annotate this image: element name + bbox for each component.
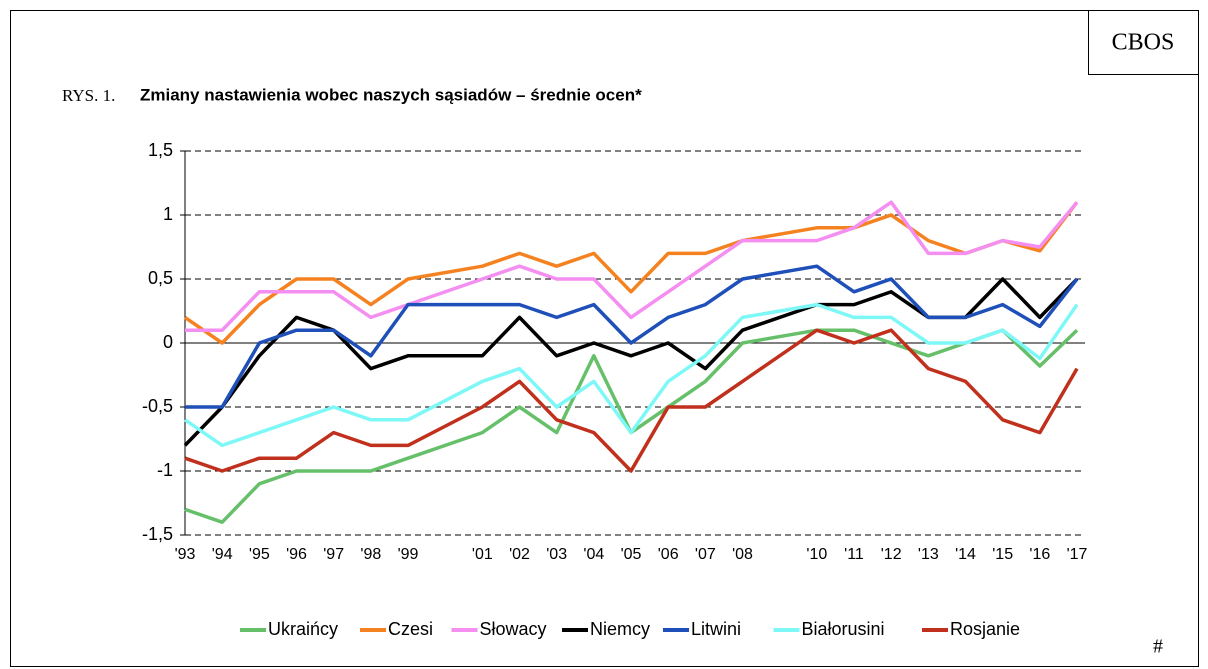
- x-tick-label: '16: [1029, 546, 1050, 563]
- x-tick-label: '93: [175, 546, 196, 563]
- y-tick-label: -0,5: [142, 396, 173, 416]
- series-line: [185, 264, 1079, 409]
- x-tick-label: '14: [955, 546, 976, 563]
- x-tick-label: '11: [844, 546, 864, 563]
- x-tick-label: '02: [509, 546, 530, 563]
- x-tick-label: '04: [583, 546, 604, 563]
- y-tick-label: 0,5: [148, 268, 173, 288]
- x-tick-label: '15: [992, 546, 1013, 563]
- x-tick-label: '12: [881, 546, 902, 563]
- brand-box: [1088, 10, 1199, 75]
- x-tick-label: '97: [323, 546, 344, 563]
- legend-label: Niemcy: [590, 619, 650, 639]
- x-tick-label: '01: [472, 546, 493, 563]
- x-tick-label: '96: [286, 546, 307, 563]
- x-tick-label: '10: [806, 546, 827, 563]
- page-marker: #: [1153, 636, 1163, 658]
- legend-label: Białorusini: [802, 619, 885, 639]
- legend-label: Ukraińcy: [268, 619, 338, 639]
- series-line: [184, 328, 1079, 524]
- x-tick-label: '99: [398, 546, 419, 563]
- x-tick-label: '08: [732, 546, 753, 563]
- series-line: [185, 200, 1079, 332]
- legend-label: Słowacy: [480, 619, 547, 639]
- legend-label: Rosjanie: [950, 619, 1020, 639]
- y-tick-label: 1,5: [148, 140, 173, 160]
- y-tick-label: -1: [157, 460, 173, 480]
- x-tick-label: '03: [546, 546, 567, 563]
- x-tick-label: '06: [658, 546, 679, 563]
- x-tick-label: '94: [212, 546, 233, 563]
- x-tick-label: '05: [621, 546, 642, 563]
- figure-label: RYS. 1.: [62, 86, 115, 105]
- x-tick-label: '17: [1067, 546, 1088, 563]
- legend-label: Czesi: [388, 619, 433, 639]
- x-tick-label: '98: [360, 546, 381, 563]
- chart-title: Zmiany nastawienia wobec naszych sąsiadó…: [140, 85, 642, 104]
- series-line: [183, 277, 1079, 447]
- series-line: [184, 328, 1079, 473]
- y-tick-label: 1: [163, 204, 173, 224]
- y-tick-label: 0: [163, 332, 173, 352]
- y-tick-label: -1,5: [142, 524, 173, 544]
- x-tick-label: '13: [918, 546, 939, 563]
- series-line: [184, 201, 1079, 345]
- series-line: [184, 302, 1079, 448]
- legend-label: Litwini: [691, 619, 741, 639]
- x-tick-label: '07: [695, 546, 716, 563]
- frame: [10, 10, 1199, 667]
- brand: CBOS: [1112, 30, 1175, 56]
- x-tick-label: '95: [249, 546, 270, 563]
